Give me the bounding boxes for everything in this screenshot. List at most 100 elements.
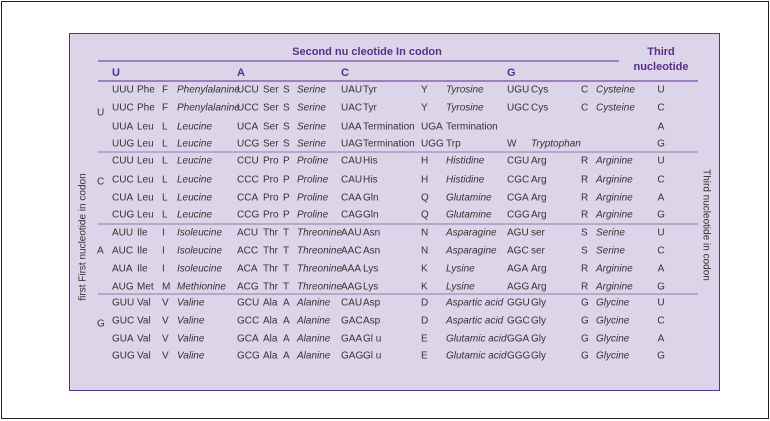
third-base: C (657, 246, 664, 257)
codon-cell: Q (421, 210, 429, 221)
codon-cell: Isoleucine (177, 246, 222, 257)
codon-cell: CAU (341, 298, 362, 309)
codon-cell: Arginine (595, 282, 633, 293)
codon-cell: CCU (237, 156, 259, 167)
codon-cell: D (421, 298, 428, 309)
codon-cell: R (581, 193, 588, 204)
codon-cell: Termination (446, 122, 498, 133)
codon-cell: CCC (237, 175, 259, 186)
codon-cell: Leu (137, 139, 154, 150)
codon-cell: Pro (263, 156, 279, 167)
third-base: U (657, 85, 664, 96)
codon-cell: V (162, 316, 169, 327)
codon-cell: Histidine (446, 156, 485, 167)
codon-cell: Leucine (177, 193, 212, 204)
third-base: U (657, 156, 664, 167)
codon-cell: W (507, 139, 517, 150)
codon-cell: I (162, 264, 165, 275)
codon-cell: UUC (112, 103, 134, 114)
codon-cell: Val (137, 316, 151, 327)
codon-cell: Arginine (595, 175, 633, 186)
codon-cell: Pro (263, 210, 279, 221)
codon-cell: Threonine (297, 282, 342, 293)
codon-cell: UGA (421, 122, 443, 133)
codon-cell: Threonine (297, 246, 342, 257)
codon-cell: P (283, 193, 290, 204)
right-label: Third nucleotide in codon (700, 169, 711, 281)
codon-cell: ser (531, 246, 546, 257)
codon-cell: Leucine (177, 175, 212, 186)
codon-cell: Leucine (177, 210, 212, 221)
third-base: A (658, 122, 665, 133)
codon-cell: ACU (237, 228, 258, 239)
codon-cell: Leucine (177, 156, 212, 167)
codon-cell: S (283, 122, 290, 133)
codon-cell: Arginine (595, 210, 633, 221)
codon-cell: GGU (507, 298, 530, 309)
codon-cell: UAA (341, 122, 362, 133)
codon-cell: Ile (137, 264, 148, 275)
third-base: G (657, 210, 665, 221)
codon-cell: Arg (531, 156, 547, 167)
first-base: A (97, 246, 104, 257)
codon-cell: Proline (297, 156, 329, 167)
codon-cell: AAC (341, 246, 362, 257)
codon-cell: Arg (531, 210, 547, 221)
codon-cell: Gly (531, 351, 546, 362)
codon-cell: Leucine (177, 139, 212, 150)
codon-cell: Serine (596, 228, 625, 239)
third-base: A (658, 264, 665, 275)
codon-cell: Y (421, 85, 428, 96)
codon-cell: V (162, 334, 169, 345)
codon-cell: His (363, 156, 377, 167)
codon-cell: Tyrosine (446, 103, 484, 114)
codon-cell: Gly (531, 316, 546, 327)
codon-cell: Tyr (363, 85, 378, 96)
codon-cell: Aspartic acid (445, 298, 504, 309)
codon-cell: Valine (177, 298, 205, 309)
codon-cell: UCG (237, 139, 259, 150)
codon-cell: Asp (363, 298, 381, 309)
codon-cell: R (581, 282, 588, 293)
codon-cell: Thr (263, 282, 279, 293)
codon-cell: E (421, 334, 428, 345)
codon-cell: G (581, 298, 589, 309)
codon-cell: Glycine (596, 316, 630, 327)
codon-cell: AGG (507, 282, 529, 293)
codon-cell: A (283, 298, 290, 309)
third-base: G (657, 282, 665, 293)
codon-cell: L (162, 193, 168, 204)
codon-cell: Leu (137, 156, 154, 167)
codon-cell: CGA (507, 193, 529, 204)
codon-cell: Glycine (596, 351, 630, 362)
codon-cell: Leu (137, 193, 154, 204)
codon-cell: Serine (596, 246, 625, 257)
codon-cell: GAA (341, 334, 362, 345)
codon-cell: Gl u (363, 351, 381, 362)
third-base: U (657, 228, 664, 239)
codon-cell: P (283, 175, 290, 186)
codon-cell: GCG (237, 351, 260, 362)
codon-cell: CUG (112, 210, 134, 221)
codon-cell: C (581, 103, 588, 114)
codon-cell: S (581, 228, 588, 239)
codon-cell: UUA (112, 122, 133, 133)
left-label: first First nucleotide in codon (78, 173, 89, 300)
codon-cell: Gln (363, 210, 379, 221)
codon-cell: His (363, 175, 377, 186)
codon-cell: Alanine (296, 334, 331, 345)
codon-cell: F (162, 85, 168, 96)
codon-cell: G (581, 351, 589, 362)
third-title: nucleotide (633, 61, 688, 73)
codon-cell: CGG (507, 210, 530, 221)
codon-cell: M (162, 282, 170, 293)
codon-cell: N (421, 228, 428, 239)
codon-cell: R (581, 264, 588, 275)
codon-cell: L (162, 156, 168, 167)
codon-cell: CCA (237, 193, 258, 204)
codon-cell: S (283, 103, 290, 114)
codon-cell: Phenylalanine (177, 85, 240, 96)
codon-cell: CAU (341, 156, 362, 167)
